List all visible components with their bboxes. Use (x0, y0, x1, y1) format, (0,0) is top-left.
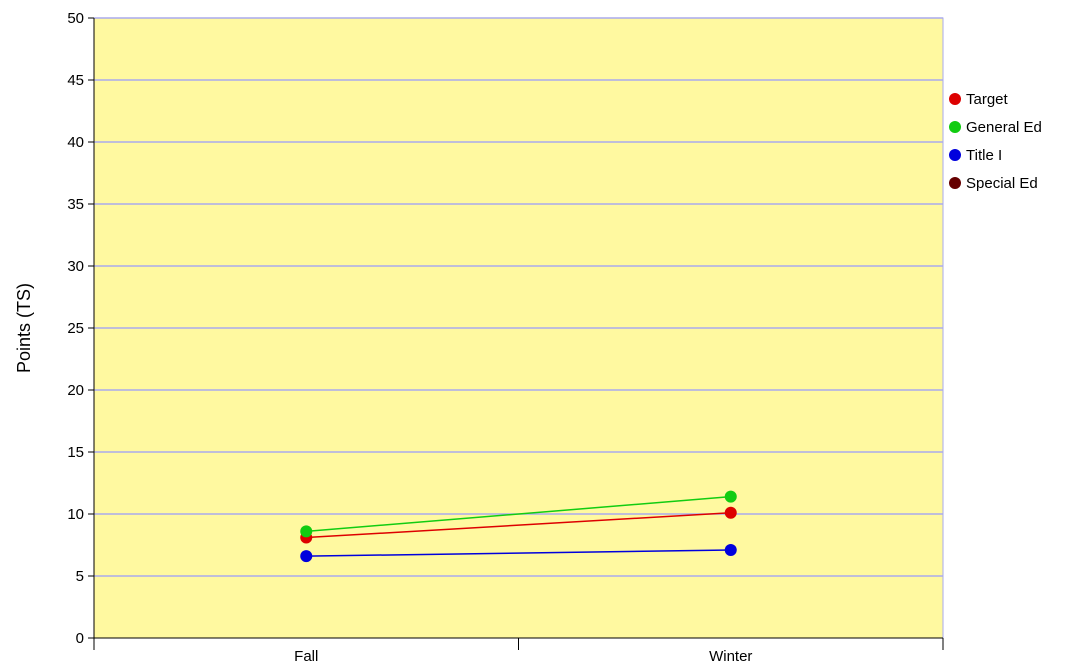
legend-marker (949, 93, 961, 105)
y-axis: 0 5 10 15 20 25 30 35 40 45 50 (67, 10, 95, 647)
y-tick-label: 35 (67, 196, 84, 213)
data-point (300, 550, 313, 563)
legend-marker (949, 177, 961, 189)
legend-marker (949, 121, 961, 133)
legend-label: Title I (966, 147, 1002, 164)
series-line-1 (306, 495, 731, 533)
legend-label: General Ed (966, 119, 1042, 136)
y-tick-label: 45 (67, 72, 84, 89)
y-tick-label: 40 (67, 134, 84, 151)
y-tick-label: 10 (67, 506, 84, 523)
y-axis-title: Points (TS) (14, 283, 34, 373)
y-tick-label: 15 (67, 444, 84, 461)
grid-lines (94, 17, 943, 577)
series-group (300, 490, 737, 563)
legend-marker (949, 149, 961, 161)
data-point (300, 525, 313, 538)
data-point (724, 490, 737, 503)
data-point (724, 506, 737, 519)
x-tick-label: Fall (294, 648, 318, 665)
y-tick-label: 30 (67, 258, 84, 275)
x-axis: Fall Winter (93, 637, 944, 665)
legend-label: Special Ed (966, 175, 1038, 192)
x-tick-label: Winter (709, 648, 752, 665)
legend: Target General Ed Title I Special Ed (949, 91, 1042, 192)
series-line-0 (306, 512, 731, 539)
y-tick-label: 20 (67, 382, 84, 399)
y-tick-label: 50 (67, 10, 84, 27)
y-tick-label: 25 (67, 320, 84, 337)
y-tick-label: 5 (76, 568, 84, 585)
legend-label: Target (966, 91, 1009, 108)
series-line-2 (306, 549, 731, 557)
data-point (724, 543, 737, 556)
y-tick-label: 0 (76, 630, 84, 647)
